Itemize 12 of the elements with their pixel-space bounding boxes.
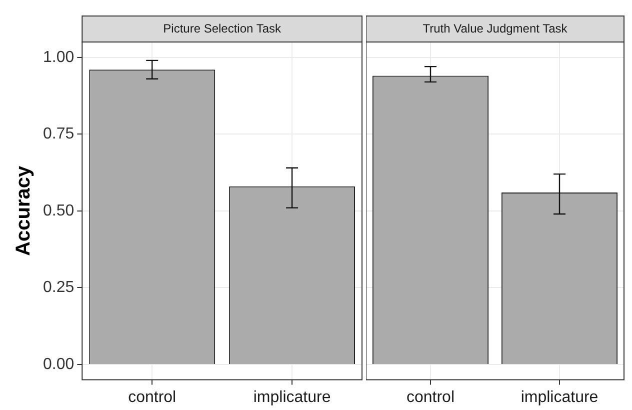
y-tick-label: 0.25 bbox=[43, 279, 74, 296]
y-tick-label: 1.00 bbox=[43, 48, 74, 66]
chart-title: Picture Selection Task bbox=[163, 21, 282, 36]
y-tick-label: 0.75 bbox=[43, 126, 74, 143]
x-tick-label: control bbox=[406, 388, 455, 406]
x-tick-label: implicature bbox=[520, 388, 598, 406]
y-tick-label: 0.00 bbox=[43, 356, 74, 373]
chart-title: Truth Value Judgment Task bbox=[422, 21, 568, 36]
y-axis-title: Accuracy bbox=[12, 164, 35, 256]
y-tick-label: 0.50 bbox=[43, 202, 74, 220]
x-tick-label: control bbox=[128, 388, 176, 406]
x-tick-label: implicature bbox=[253, 388, 331, 406]
